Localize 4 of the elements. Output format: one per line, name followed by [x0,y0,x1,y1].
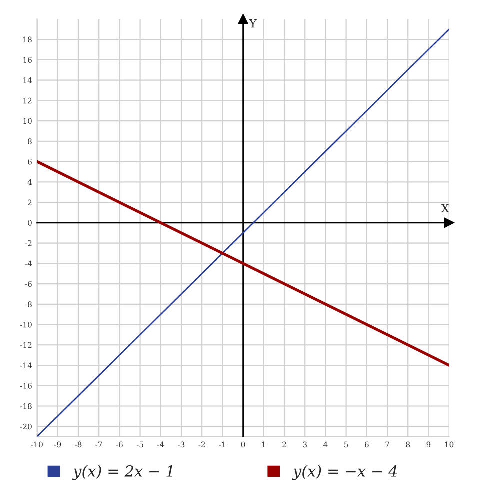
legend-label: y(x) = −x − 4 [292,465,398,480]
y-axis-title: Y [249,20,257,28]
legend-label: y(x) = 2x − 1 [72,465,172,480]
x-axis-title: X [441,204,450,212]
